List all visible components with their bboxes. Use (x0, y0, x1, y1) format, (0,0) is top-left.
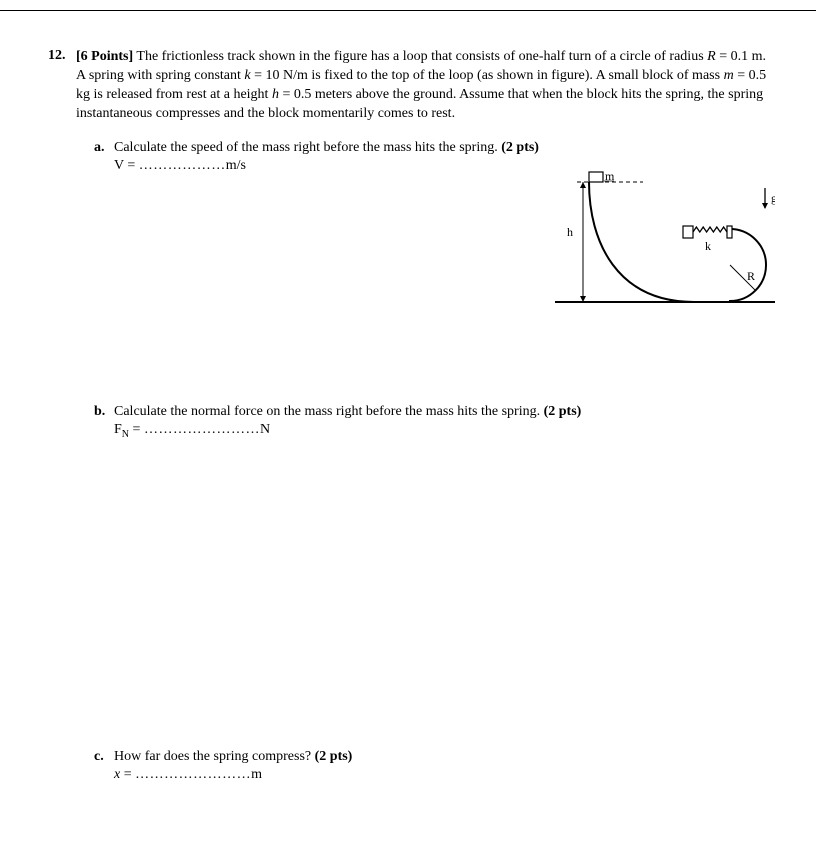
question-text: [6 Points] The frictionless track shown … (76, 48, 768, 124)
part-b: b. Calculate the normal force on the mas… (94, 404, 768, 440)
part-b-body: Calculate the normal force on the mass r… (114, 404, 768, 440)
question-block: 12. [6 Points] The frictionless track sh… (48, 48, 768, 791)
part-a: a. Calculate the speed of the mass right… (94, 140, 768, 174)
qtext-3: = 10 N/m is fixed to the top of the loop… (251, 68, 724, 83)
part-b-text: Calculate the normal force on the mass r… (114, 404, 544, 419)
qtext-1: The frictionless track shown in the figu… (133, 49, 707, 64)
svg-text:k: k (705, 239, 711, 253)
part-c-text: How far does the spring compress? (114, 749, 315, 764)
part-b-answer-eq: = (129, 422, 144, 437)
part-c-label: c. (94, 749, 114, 783)
part-c-answer-eq: = (120, 767, 135, 782)
question-number: 12. (48, 48, 76, 791)
sym-m: m (724, 68, 734, 83)
part-b-answer: FN = ……………………N (114, 422, 768, 440)
part-b-answer-dots: …………………… (144, 422, 260, 437)
part-c-answer-unit: m (251, 767, 262, 782)
part-a-text: Calculate the speed of the mass right be… (114, 140, 501, 155)
part-c-answer: x = ……………………m (114, 767, 768, 783)
top-divider (0, 10, 816, 11)
part-b-answer-sub: N (122, 428, 129, 439)
svg-text:g: g (771, 191, 775, 205)
question-body: [6 Points] The frictionless track shown … (76, 48, 768, 791)
part-c-answer-dots: …………………… (135, 767, 251, 782)
part-b-pts: (2 pts) (544, 404, 582, 419)
sym-h: h (272, 87, 279, 102)
svg-text:h: h (567, 225, 573, 239)
part-a-label: a. (94, 140, 114, 174)
part-a-answer-prefix: V = (114, 158, 139, 173)
part-c-text-line: How far does the spring compress? (2 pts… (114, 749, 768, 765)
points-label: [6 Points] (76, 49, 133, 64)
svg-text:R: R (747, 269, 755, 283)
sym-R: R (707, 49, 716, 64)
part-a-text-line: Calculate the speed of the mass right be… (114, 140, 768, 156)
track-svg: hmkRg (555, 170, 775, 320)
part-c-body: How far does the spring compress? (2 pts… (114, 749, 768, 783)
part-b-answer-F: F (114, 422, 122, 437)
part-b-label: b. (94, 404, 114, 440)
part-a-answer-unit: m/s (226, 158, 246, 173)
part-a-body: Calculate the speed of the mass right be… (114, 140, 768, 174)
part-a-pts: (2 pts) (501, 140, 539, 155)
part-c: c. How far does the spring compress? (2 … (94, 749, 768, 783)
track-figure: hmkRg (555, 170, 775, 320)
part-a-answer-dots: ……………… (139, 158, 226, 173)
part-b-answer-unit: N (260, 422, 270, 437)
part-b-text-line: Calculate the normal force on the mass r… (114, 404, 768, 420)
part-c-pts: (2 pts) (315, 749, 353, 764)
